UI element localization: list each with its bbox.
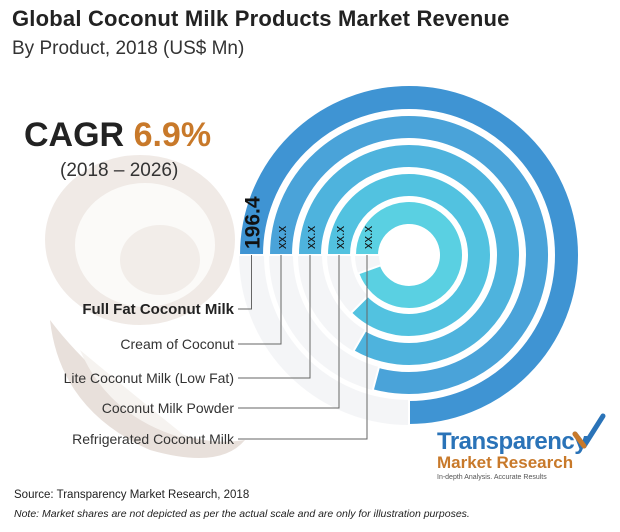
checkmark-icon	[572, 413, 606, 449]
leader-lines	[238, 255, 368, 440]
category-label-4: Coconut Milk Powder	[102, 400, 235, 416]
chart-title: Global Coconut Milk Products Market Reve…	[12, 6, 510, 31]
leader-line-3	[238, 255, 311, 379]
ring-bar-3	[296, 143, 521, 367]
brand-name-line2: Market Research	[437, 453, 574, 472]
value-label-5: xx.x	[360, 225, 375, 249]
leader-line-2	[238, 255, 282, 345]
brand-logo: Transparency Market Research In-depth An…	[437, 428, 588, 481]
cagr-period: (2018 – 2026)	[60, 160, 179, 181]
chart-rings	[237, 84, 580, 427]
ring-bar-4	[325, 172, 492, 338]
brand-name-line1: Transparency	[437, 428, 588, 455]
brand-tagline: In-depth Analysis. Accurate Results	[437, 474, 547, 481]
ring-bar-1	[237, 84, 580, 427]
value-labels: 196.4 xx.x xx.x xx.x xx.x	[242, 196, 376, 249]
cagr-label: CAGR	[24, 116, 125, 154]
cagr-value: 6.9%	[133, 116, 212, 154]
category-label-2: Cream of Coconut	[120, 336, 234, 352]
chart-subtitle: By Product, 2018 (US$ Mn)	[12, 38, 245, 59]
leader-line-5	[238, 255, 368, 440]
leader-line-4	[238, 255, 340, 409]
leader-line-1	[238, 255, 252, 310]
ring-bar-2	[267, 114, 550, 396]
value-label-3: xx.x	[303, 225, 318, 249]
category-label-3: Lite Coconut Milk (Low Fat)	[64, 370, 234, 386]
cagr-text: CAGR 6.9%	[24, 116, 211, 155]
category-labels: Full Fat Coconut Milk Cream of Coconut Lit…	[64, 301, 235, 447]
category-label-1: Full Fat Coconut Milk	[82, 301, 234, 318]
ring-bar-5	[353, 200, 464, 310]
value-label-4: xx.x	[332, 225, 347, 249]
source-note: Source: Transparency Market Research, 20…	[14, 489, 250, 501]
value-label-1: 196.4	[242, 196, 265, 249]
coconut-image	[45, 155, 245, 458]
value-label-2: xx.x	[274, 225, 289, 249]
disclaimer-note: Note: Market shares are not depicted as …	[14, 508, 470, 520]
category-label-5: Refrigerated Coconut Milk	[72, 431, 235, 447]
